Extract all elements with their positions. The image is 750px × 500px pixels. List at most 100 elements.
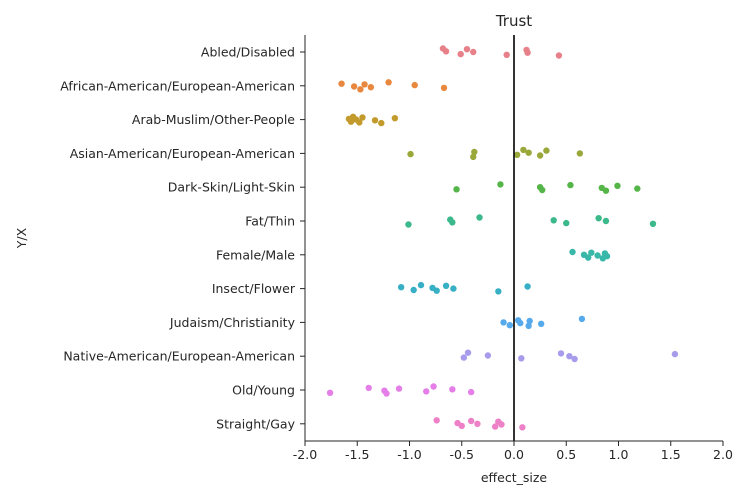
data-point: [543, 147, 550, 154]
data-point: [365, 384, 372, 392]
data-point: [491, 423, 499, 430]
data-point: [453, 186, 460, 193]
data-point: [603, 253, 611, 260]
data-point: [649, 220, 657, 227]
x-tick-label: -1.0: [397, 447, 421, 462]
data-point: [433, 417, 440, 424]
data-point: [356, 119, 363, 126]
y-tick-label: Arab-Muslim/Other-People: [132, 112, 295, 127]
data-point: [326, 389, 334, 396]
y-tick-label: Insect/Flower: [212, 281, 296, 296]
data-point: [563, 219, 570, 227]
data-point: [411, 81, 418, 89]
y-tick-label: Straight/Gay: [216, 416, 295, 431]
y-axis-label: Y/X: [14, 227, 29, 249]
data-point: [464, 349, 472, 356]
y-tick-label: Fat/Thin: [245, 214, 295, 229]
data-point: [513, 151, 521, 158]
data-point: [503, 51, 510, 58]
data-point: [407, 150, 414, 158]
data-point: [440, 84, 448, 92]
x-axis: -2.0 -1.5 -1.0 -0.5 0.0 0.5 1.0 1.5 2.0: [293, 441, 733, 462]
data-point: [474, 420, 481, 427]
y-axis: Abled/Disabled African-American/European-…: [60, 45, 305, 431]
data-point: [410, 286, 417, 294]
y-tick-label: Female/Male: [216, 247, 295, 262]
data-point: [595, 215, 602, 222]
data-point: [536, 152, 544, 159]
data-point: [449, 386, 456, 393]
data-point: [578, 315, 586, 323]
data-point: [391, 115, 399, 122]
data-point: [470, 153, 477, 161]
y-tick-label: Asian-American/European-American: [70, 146, 295, 161]
data-point: [524, 283, 531, 290]
y-tick-label: Abled/Disabled: [201, 45, 295, 60]
data-point: [557, 350, 565, 357]
data-point: [518, 355, 525, 362]
data-point: [634, 185, 641, 192]
data-point: [588, 249, 595, 256]
y-tick-label: Native-American/European-American: [63, 349, 295, 364]
data-point: [417, 281, 425, 289]
data-point: [498, 421, 505, 428]
data-point: [359, 114, 366, 121]
data-point: [405, 221, 412, 228]
data-point: [357, 86, 364, 93]
data-point: [476, 214, 483, 221]
data-point: [614, 182, 621, 189]
x-tick-label: 1.0: [609, 447, 629, 462]
data-point: [571, 355, 578, 363]
data-point: [430, 383, 437, 390]
data-point: [347, 118, 355, 125]
data-point: [671, 350, 679, 358]
data-point: [385, 79, 392, 86]
data-point: [500, 319, 507, 326]
data-point: [584, 254, 592, 261]
data-point: [539, 186, 546, 194]
data-point: [458, 422, 465, 430]
x-tick-label: 0.5: [556, 447, 576, 462]
data-point: [576, 150, 584, 157]
data-point: [569, 248, 576, 256]
data-point: [350, 83, 358, 90]
data-point: [567, 181, 574, 189]
data-point: [470, 48, 477, 56]
y-tick-label: Old/Young: [232, 383, 295, 398]
data-point: [463, 46, 471, 53]
x-axis-label: effect_size: [481, 470, 548, 485]
data-point: [524, 49, 531, 56]
data-point: [442, 282, 450, 289]
y-tick-label: Judaism/Christianity: [169, 315, 296, 330]
data-point: [602, 187, 610, 194]
data-point: [378, 119, 385, 127]
data-point: [537, 320, 545, 327]
data-point: [450, 285, 457, 292]
data-point: [526, 317, 533, 325]
data-point: [520, 146, 527, 154]
data-point: [397, 284, 405, 291]
data-point: [383, 390, 390, 397]
data-point: [555, 52, 563, 59]
data-point: [602, 217, 610, 225]
data-point: [457, 50, 464, 58]
y-tick-label: Dark-Skin/Light-Skin: [168, 180, 295, 195]
data-point: [395, 385, 403, 392]
data-points: [326, 45, 679, 431]
data-point: [519, 424, 526, 431]
data-point: [497, 181, 504, 188]
x-tick-label: 1.5: [661, 447, 681, 462]
data-point: [423, 388, 430, 395]
data-point: [525, 149, 532, 156]
data-point: [517, 319, 524, 327]
data-point: [361, 81, 368, 88]
y-tick-label: African-American/European-American: [60, 78, 295, 93]
data-point: [442, 48, 450, 55]
data-point: [525, 322, 532, 330]
data-point: [471, 148, 478, 156]
data-point: [371, 117, 379, 124]
data-point: [449, 219, 456, 226]
data-point: [460, 354, 468, 361]
